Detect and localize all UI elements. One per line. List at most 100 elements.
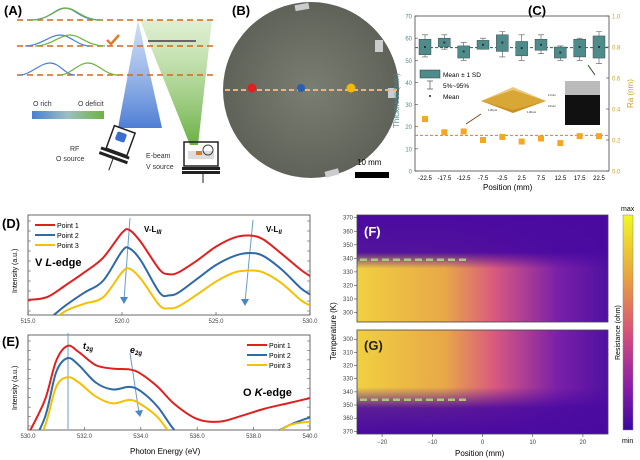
series-line-2 bbox=[38, 356, 310, 430]
point-2-marker bbox=[297, 84, 305, 92]
panel-label-c: (C) bbox=[528, 3, 546, 18]
series-line-3 bbox=[57, 267, 310, 315]
plot-frame bbox=[356, 214, 609, 323]
ra-point bbox=[441, 129, 448, 136]
arrow-head-icon bbox=[135, 410, 143, 417]
legend-label: Point 3 bbox=[269, 363, 291, 370]
peak-label-l2: V-LII bbox=[266, 225, 282, 236]
y-tick-label: 310 bbox=[343, 350, 354, 356]
plot-frame bbox=[27, 214, 311, 316]
y-tick-label: 10 bbox=[405, 147, 412, 153]
x-tick-label: -12.5 bbox=[457, 176, 471, 182]
ra-point bbox=[499, 133, 506, 140]
legend-box-swatch bbox=[419, 69, 441, 79]
shift-arrow bbox=[244, 219, 254, 303]
series-group bbox=[28, 228, 310, 315]
legend-label: Mean bbox=[443, 94, 460, 101]
panel-label-b: (B) bbox=[232, 3, 250, 18]
wafer-clip bbox=[388, 88, 396, 98]
legend-label: Point 3 bbox=[57, 243, 79, 250]
x-tick-label: −20 bbox=[377, 440, 388, 446]
x-tick-label: 534.0 bbox=[133, 434, 149, 440]
point-1-marker bbox=[247, 83, 257, 93]
panel-fg-heatmaps: (F) (G) Temperature (K) Position (mm) ma… bbox=[329, 206, 635, 458]
y-axis-label: Temperature (K) bbox=[329, 302, 338, 360]
x-tick-label: 532.0 bbox=[77, 434, 93, 440]
y-tick-label: 310 bbox=[343, 297, 354, 303]
x-tick-label: 12.5 bbox=[554, 176, 566, 182]
x-tick-label: 20 bbox=[580, 440, 587, 446]
arrow-head-icon bbox=[120, 297, 128, 304]
series-group bbox=[29, 344, 310, 430]
y-tick-label: 300 bbox=[343, 337, 354, 343]
colorbar-max-label: max bbox=[621, 206, 635, 213]
y-tick-label: 350 bbox=[343, 403, 354, 409]
y2-tick-label: 0.6 bbox=[612, 77, 621, 83]
x-tick-label: 540.0 bbox=[302, 434, 318, 440]
wafer-clip bbox=[294, 2, 310, 12]
rf-source-icon bbox=[98, 124, 137, 171]
x-tick-label: 525.0 bbox=[208, 319, 224, 325]
o-source-label: O source bbox=[56, 156, 85, 163]
edge-label: V L-edge bbox=[35, 257, 81, 269]
panel-b-wafer: (B) 10 mm bbox=[223, 2, 399, 178]
ebeam-source-icon bbox=[182, 141, 220, 183]
x-tick-label: 515.0 bbox=[20, 319, 36, 325]
ra-point bbox=[480, 137, 486, 143]
x-tick-label: 10 bbox=[529, 440, 536, 446]
v-source-label: V source bbox=[146, 164, 174, 171]
legend-label: Point 2 bbox=[269, 353, 291, 360]
sem-inset bbox=[565, 64, 600, 125]
panel-a-schematic: (A) O rich O deficit RF O source bbox=[4, 3, 220, 183]
panel-label-a: (A) bbox=[4, 3, 22, 18]
ra-point bbox=[518, 138, 525, 145]
mean-marker bbox=[520, 47, 523, 50]
legend: Mean ± 1 SD 5%~95% Mean bbox=[419, 69, 481, 101]
mean-marker bbox=[501, 41, 504, 44]
mean-marker bbox=[482, 43, 484, 46]
point-3-marker bbox=[346, 83, 356, 93]
series-line-2 bbox=[52, 246, 310, 315]
y-tick-label: 360 bbox=[343, 416, 354, 422]
mean-marker bbox=[443, 41, 446, 44]
legend-label: Point 2 bbox=[57, 233, 79, 240]
afm-scale-label: 1.00 µm bbox=[488, 109, 497, 112]
ra-point bbox=[557, 140, 564, 147]
y-tick-label: 20 bbox=[405, 125, 412, 131]
panel-d-chart: (D) Intensity (a.u.) V-LIII V-LII V L-ed… bbox=[2, 214, 318, 325]
vanadium-beam bbox=[140, 20, 212, 145]
y-tick-label: 340 bbox=[343, 256, 354, 262]
o-deficit-label: O deficit bbox=[78, 101, 104, 108]
y-tick-label: 370 bbox=[343, 429, 354, 435]
panel-label-d: (D) bbox=[2, 216, 20, 231]
edge-label: O K-edge bbox=[243, 387, 292, 399]
heatmap-g-overlay bbox=[357, 330, 608, 434]
y-tick-label: 370 bbox=[343, 216, 354, 222]
x-tick-label: -22.5 bbox=[418, 176, 432, 182]
y-tick-label: 40 bbox=[405, 81, 412, 87]
legend-label: Point 1 bbox=[57, 223, 79, 230]
legend-mean-swatch bbox=[429, 95, 431, 97]
x-tick-label: 538.0 bbox=[246, 434, 262, 440]
y-tick-label: 0 bbox=[409, 170, 413, 176]
scale-bar-label: 10 mm bbox=[357, 158, 382, 167]
legend-label: Mean ± 1 SD bbox=[443, 72, 481, 79]
ra-point bbox=[460, 128, 467, 135]
y-tick-label: 320 bbox=[343, 364, 354, 370]
y-tick-label: 50 bbox=[405, 59, 412, 65]
scale-bar bbox=[355, 172, 389, 178]
panel-label-g: (G) bbox=[364, 338, 383, 353]
wafer-photo bbox=[223, 2, 399, 178]
x-tick-label: 22.5 bbox=[593, 176, 605, 182]
y-axis-label: Thickness (nm) bbox=[392, 73, 401, 128]
x-tick-label: 2.5 bbox=[517, 176, 526, 182]
series-line-1 bbox=[29, 344, 310, 430]
series-line-3 bbox=[42, 376, 310, 430]
x-axis-label: Position (mm) bbox=[455, 449, 505, 458]
heatmap-f-overlay bbox=[357, 215, 608, 322]
afm-scale-label: 1.0 nm bbox=[548, 94, 556, 97]
ra-point bbox=[538, 135, 544, 142]
arrow-icon bbox=[587, 64, 596, 76]
mean-marker bbox=[462, 50, 465, 53]
